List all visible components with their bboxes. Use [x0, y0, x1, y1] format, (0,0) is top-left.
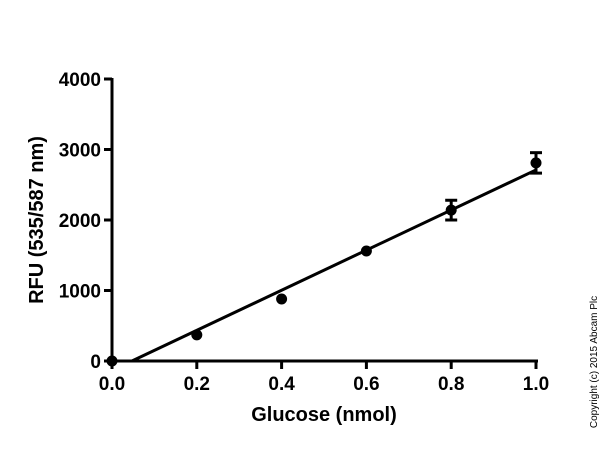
y-tick-label: 2000	[59, 211, 101, 232]
data-points	[106, 151, 542, 367]
x-tick-label: 0.6	[353, 374, 379, 395]
axes	[110, 78, 538, 363]
copyright-note: Copyright (c) 2015 Abcam Plc	[589, 296, 600, 428]
data-point	[530, 157, 542, 169]
y-tick-label: 4000	[59, 70, 101, 91]
y-axis-title: RFU (535/587 nm)	[26, 136, 48, 304]
fit-line	[131, 168, 537, 363]
y-tick-label: 1000	[59, 282, 101, 303]
x-tick-label: 0.8	[438, 374, 464, 395]
data-point	[106, 355, 118, 367]
x-ticks: 0.0 0.2 0.4 0.6 0.8 1.0	[99, 361, 549, 395]
regression-line	[131, 168, 537, 363]
x-tick-label: 0.2	[184, 374, 210, 395]
x-tick-label: 1.0	[523, 374, 549, 395]
y-tick-label: 0	[90, 352, 101, 373]
data-point	[191, 329, 203, 341]
x-tick-label: 0.0	[99, 374, 125, 395]
y-ticks: 0 1000 2000 3000 4000	[59, 70, 112, 373]
data-point	[276, 293, 288, 305]
x-axis-title: Glucose (nmol)	[251, 404, 397, 426]
data-point	[360, 245, 372, 257]
data-point	[445, 204, 457, 216]
y-tick-label: 3000	[59, 141, 101, 162]
x-tick-label: 0.4	[268, 374, 295, 395]
